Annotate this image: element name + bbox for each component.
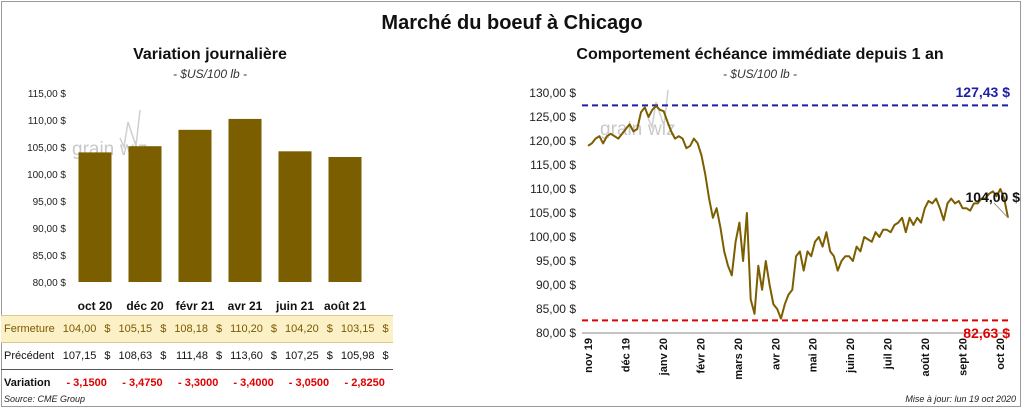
- y-tick-label: 115,00 $: [530, 158, 576, 172]
- y-tick-label: 95,00 $: [33, 197, 67, 208]
- currency-sign: $: [215, 350, 223, 362]
- bar: [128, 146, 162, 282]
- table-row-close: Fermeture 104,00 $ 105,15 $ 108,18 $ 110,20…: [1, 315, 393, 343]
- table-row-previous: Précédent 107,15 $ 108,63 $ 111,48 $ 113,60…: [1, 343, 393, 370]
- x-category-label: oct 20: [78, 299, 113, 313]
- x-category-label: déc 20: [126, 299, 164, 313]
- x-month-label: avr 20: [770, 338, 782, 370]
- x-month-label: févr 20: [695, 338, 707, 373]
- previous-value: 113,60: [230, 350, 263, 362]
- y-tick-label: 130,00 $: [529, 86, 576, 100]
- y-tick-label: 80,00 $: [536, 326, 576, 340]
- currency-sign: $: [211, 315, 227, 343]
- previous-value: 107,15: [62, 350, 97, 362]
- y-tick-label: 120,00 $: [529, 134, 576, 148]
- max-price-label: 127,43 $: [956, 84, 1011, 100]
- currency-sign: $: [382, 350, 389, 362]
- y-tick-label: 80,00 $: [33, 278, 67, 289]
- currency-sign: $: [104, 350, 111, 362]
- y-tick-label: 100,00 $: [27, 170, 66, 181]
- x-month-label: nov 19: [583, 338, 595, 373]
- currency-sign: $: [326, 350, 333, 362]
- currency-sign: $: [378, 315, 393, 343]
- y-tick-label: 115,00 $: [28, 89, 67, 100]
- x-month-label: mars 20: [733, 338, 745, 380]
- currency-sign: $: [322, 315, 337, 343]
- update-note: Mise à jour: lun 19 oct 2020: [905, 394, 1016, 404]
- x-month-label: déc 19: [620, 338, 632, 372]
- currency-sign: $: [156, 315, 171, 343]
- source-note: Source: CME Group: [4, 394, 86, 404]
- y-tick-label: 85,00 $: [33, 251, 67, 262]
- x-month-label: juin 20: [845, 338, 857, 374]
- y-tick-label: 90,00 $: [536, 278, 576, 292]
- row-label-previous: Précédent: [4, 350, 55, 362]
- variation-value: - 2,8250: [336, 369, 393, 396]
- previous-value: 107,25: [285, 350, 319, 362]
- previous-value: 111,48: [175, 350, 208, 362]
- y-tick-label: 105,00 $: [27, 143, 66, 154]
- close-value: 110,20: [226, 315, 267, 343]
- right-chart-title: Comportement échéance immédiate depuis 1…: [576, 46, 944, 63]
- previous-value: 105,98: [340, 350, 375, 362]
- y-tick-label: 85,00 $: [536, 302, 576, 316]
- close-value: 103,15: [336, 315, 379, 343]
- variation-value: - 3,4750: [114, 369, 171, 396]
- currency-sign: $: [266, 315, 282, 343]
- previous-value: 108,63: [118, 350, 153, 362]
- price-table: Fermeture 104,00 $ 105,15 $ 108,18 $ 110,20…: [1, 315, 393, 396]
- bar: [278, 151, 312, 282]
- x-month-label: sept 20: [958, 338, 970, 376]
- variation-value: - 3,1500: [58, 369, 115, 396]
- y-tick-label: 95,00 $: [536, 254, 576, 268]
- row-label-variation: Variation: [1, 369, 59, 396]
- y-tick-label: 110,00 $: [28, 116, 67, 127]
- x-month-label: août 20: [920, 338, 932, 377]
- left-chart-title: Variation journalière: [133, 46, 287, 63]
- bar: [78, 152, 112, 282]
- y-tick-label: 125,00 $: [529, 110, 576, 124]
- bar: [178, 129, 212, 282]
- line-chart: grain wiz 80,00 $85,00 $90,00 $95,00 $10…: [529, 84, 1021, 380]
- x-month-label: janv 20: [658, 338, 670, 376]
- variation-value: - 3,4000: [226, 369, 282, 396]
- currency-sign: $: [100, 315, 115, 343]
- currency-sign: $: [160, 350, 167, 362]
- last-price-leader: [993, 202, 1009, 219]
- bar: [228, 118, 262, 282]
- min-price-label: 82,63 $: [963, 325, 1010, 341]
- x-category-label: juin 21: [275, 299, 314, 313]
- row-label-close: Fermeture: [1, 315, 59, 343]
- price-series-line: [587, 105, 1009, 320]
- y-tick-label: 90,00 $: [33, 224, 67, 235]
- right-chart-units: - $US/100 lb -: [722, 67, 798, 81]
- bar-chart: grain wiz 80,00 $85,00 $90,00 $95,00 $10…: [27, 89, 366, 313]
- close-value: 104,20: [281, 315, 323, 343]
- y-tick-label: 105,00 $: [529, 206, 576, 220]
- x-category-label: avr 21: [228, 299, 263, 313]
- x-month-label: oct 20: [995, 338, 1007, 370]
- table-row-variation: Variation - 3,1500 - 3,4750 - 3,3000 - 3…: [1, 369, 393, 396]
- y-tick-label: 110,00 $: [530, 182, 576, 196]
- close-value: 108,18: [170, 315, 212, 343]
- close-value: 105,15: [114, 315, 157, 343]
- currency-sign: $: [270, 350, 278, 362]
- main-title: Marché du boeuf à Chicago: [381, 12, 643, 34]
- left-chart-units: - $US/100 lb -: [172, 67, 248, 81]
- x-month-label: mai 20: [808, 338, 820, 372]
- x-category-label: août 21: [324, 299, 366, 313]
- y-tick-label: 100,00 $: [529, 230, 576, 244]
- variation-value: - 3,3000: [170, 369, 227, 396]
- close-value: 104,00: [58, 315, 101, 343]
- x-category-label: févr 21: [176, 299, 215, 313]
- bar: [328, 156, 362, 282]
- x-month-label: juil 20: [883, 338, 895, 370]
- last-price-label: 104,00 $: [966, 189, 1021, 205]
- variation-value: - 3,0500: [281, 369, 337, 396]
